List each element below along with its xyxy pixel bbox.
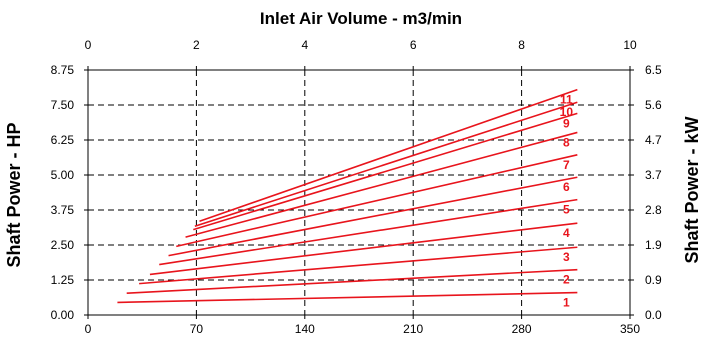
curve-label-2: 2 [563, 273, 570, 287]
y-left-tick-label: 1.25 [51, 273, 75, 287]
curve-label-9: 9 [563, 116, 570, 130]
curve-5 [159, 198, 578, 266]
plot-frame [87, 69, 631, 316]
x-top-tick-label: 4 [301, 38, 308, 52]
curve-10 [194, 101, 578, 228]
curve-2 [126, 268, 578, 294]
y-left-tick-label: 3.75 [51, 203, 75, 217]
x-top-tick-label: 10 [623, 38, 637, 52]
curve-4 [149, 222, 578, 276]
x-top-tick-label: 8 [518, 38, 525, 52]
x-bottom-tick-label: 70 [190, 322, 204, 336]
curve-label-3: 3 [563, 250, 570, 264]
y-right-axis-title: Shaft Power - kW [682, 116, 702, 263]
curve-1 [117, 291, 578, 304]
curve-7 [176, 154, 578, 248]
curve-6 [168, 176, 578, 257]
x-top-tick-label: 6 [410, 38, 417, 52]
x-bottom-tick-label: 280 [512, 322, 532, 336]
curve-label-5: 5 [563, 203, 570, 217]
x-bottom-tick-label: 0 [85, 322, 92, 336]
x-bottom-tick-label: 210 [403, 322, 423, 336]
curve-label-4: 4 [563, 226, 570, 240]
curve-11 [199, 88, 578, 222]
y-right-tick-label: 3.7 [645, 168, 662, 182]
y-right-tick-label: 5.6 [645, 98, 662, 112]
curve-3 [139, 246, 578, 285]
y-left-tick-label: 6.25 [51, 133, 75, 147]
curve-8 [185, 131, 578, 238]
y-left-axis-title: Shaft Power - HP [4, 122, 24, 267]
x-bottom-tick-label: 140 [295, 322, 315, 336]
y-right-tick-label: 1.9 [645, 238, 662, 252]
y-left-tick-label: 2.50 [51, 238, 75, 252]
curve-label-7: 7 [563, 158, 570, 172]
y-right-tick-label: 0.0 [645, 308, 662, 322]
x-top-tick-label: 0 [85, 38, 92, 52]
y-left-tick-label: 8.75 [51, 63, 75, 77]
curve-9 [193, 112, 578, 231]
curve-label-11: 11 [560, 93, 573, 107]
x-bottom-tick-label: 350 [620, 322, 640, 336]
y-right-tick-label: 0.9 [645, 273, 662, 287]
y-right-tick-label: 6.5 [645, 63, 662, 77]
curve-label-10: 10 [560, 105, 574, 119]
y-right-tick-label: 4.7 [645, 133, 662, 147]
curve-label-1: 1 [563, 296, 570, 310]
x-top-tick-label: 2 [193, 38, 200, 52]
y-left-tick-label: 0.00 [51, 308, 75, 322]
curve-label-6: 6 [563, 180, 570, 194]
curve-label-8: 8 [563, 135, 570, 149]
gridlines [88, 70, 630, 315]
y-left-tick-label: 7.50 [51, 98, 75, 112]
y-left-tick-label: 5.00 [51, 168, 75, 182]
y-right-tick-label: 2.8 [645, 203, 662, 217]
chart-title: Inlet Air Volume - m3/min [260, 9, 462, 28]
